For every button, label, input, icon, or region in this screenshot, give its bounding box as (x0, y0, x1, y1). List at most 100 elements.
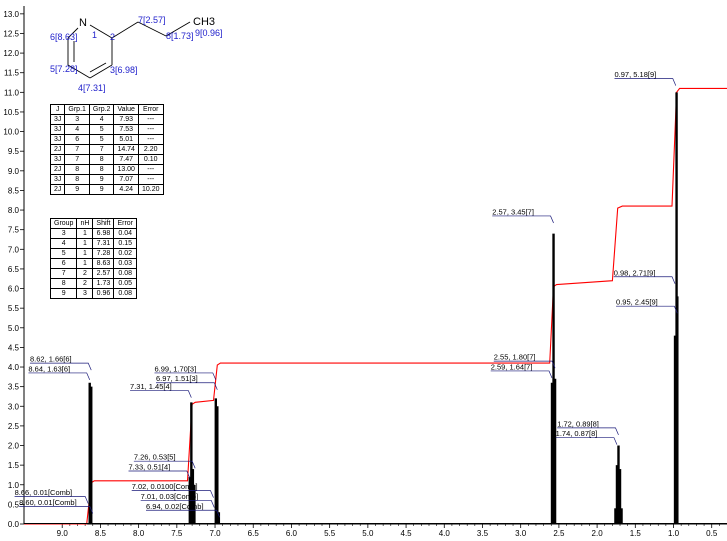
y-tick-label: 0.5 (8, 500, 20, 509)
methyl-group: CH3 (193, 16, 215, 28)
y-tick-label: 6.0 (8, 285, 20, 294)
x-tick-label: 0.5 (706, 529, 718, 538)
table-cell: --- (137, 134, 164, 145)
x-tick-label: 7.0 (209, 529, 221, 538)
table-cell: 3 (64, 114, 90, 125)
group-row: 3 1 6.98 0.04 (49, 228, 137, 239)
group-row: 7 2 2.57 0.08 (49, 268, 137, 279)
y-tick-label: 12.5 (3, 29, 19, 38)
table-cell: 5 (49, 248, 78, 259)
table-cell: 3J (49, 114, 66, 125)
y-tick-label: 3.0 (8, 402, 20, 411)
y-tick-label: 7.5 (8, 226, 20, 235)
peak-label-leader (154, 372, 217, 381)
table-cell: 9 (64, 184, 90, 195)
table-cell: 8 (49, 278, 78, 289)
peak-label-leader (130, 390, 192, 398)
peak-label: 7.01, 0.03[Comb] (141, 492, 199, 501)
coupling-row: 3J 4 5 7.53 --- (49, 124, 164, 135)
peak-label-leader (146, 509, 220, 518)
y-tick-label: 2.0 (8, 442, 20, 451)
group-shifts-table: Group nH Shift Error 3 1 6.98 0.04 4 1 7.31 0.1… (49, 218, 137, 299)
table-cell: 8 (88, 154, 115, 165)
table-cell: 5 (88, 134, 115, 145)
table-cell: 7.53 (113, 124, 139, 135)
peak-label: 8.64, 1.63[6] (28, 364, 70, 373)
coupling-table-body: 3J 3 4 7.93 --- 3J 4 5 7.53 --- 3J 6 5 5.01 --- 2J 7 7 14.… (49, 114, 164, 195)
peak-label: 1.72, 0.89[8] (557, 419, 599, 428)
peak-label: 1.74, 0.87[8] (556, 429, 598, 438)
coupling-row: 2J 7 7 14.74 2.20 (49, 144, 164, 155)
peak-label-leader (613, 276, 676, 284)
y-tick-label: 7.0 (8, 245, 20, 254)
column-header: nH (76, 218, 94, 229)
table-cell: 7.28 (92, 248, 115, 259)
peak-label-leader (555, 437, 618, 445)
peak-label-leader (616, 305, 678, 314)
table-cell: 0.02 (113, 248, 137, 259)
coupling-constants-table: J Grp.1 Grp.2 Value Error 3J 3 4 7.93 --- 3J 4… (49, 104, 164, 195)
peak-label: 6.99, 1.70[3] (154, 364, 196, 373)
table-cell: 6 (49, 258, 78, 269)
peak-labels: 8.62, 1.66[6]8.64, 1.63[6] 8.66, 0.01[Com… (14, 70, 678, 518)
y-tick-label: 5.5 (8, 304, 20, 313)
peak-label: 0.97, 5.18[9] (615, 70, 657, 79)
x-tick-label: 2.5 (553, 529, 565, 538)
column-header: Grp.2 (88, 104, 115, 115)
y-tick-label: 1.5 (8, 461, 20, 470)
y-tick-label: 9.0 (8, 167, 20, 176)
table-cell: 1 (76, 228, 94, 239)
table-cell: 2 (76, 278, 94, 289)
table-cell: 7 (88, 144, 115, 155)
table-header-row: Group nH Shift Error (49, 218, 137, 229)
y-tick-label: 1.0 (8, 481, 20, 490)
table-cell: 9 (88, 184, 115, 195)
y-tick-label: 11.5 (4, 69, 20, 78)
peak-label-leader (128, 470, 191, 479)
table-cell: 7.93 (113, 114, 139, 125)
x-tick-label: 3.0 (515, 529, 527, 538)
peak-label: 7.31, 1.45[4] (130, 382, 172, 391)
x-tick-label: 3.5 (477, 529, 489, 538)
column-header: Error (137, 104, 164, 115)
table-cell: 0.15 (113, 238, 137, 249)
y-tick-label: 4.5 (8, 343, 20, 352)
atom-locant-2: 2 (110, 32, 115, 42)
peak-label: 2.55, 1.80[7] (494, 353, 536, 362)
table-cell: 0.05 (113, 278, 137, 289)
table-cell: 7 (64, 154, 90, 165)
table-cell: 3J (49, 134, 66, 145)
table-cell: --- (137, 164, 164, 175)
peak-label-leader (14, 496, 89, 504)
atom-locant-1: 1 (92, 30, 97, 40)
group-row: 9 3 0.96 0.08 (49, 288, 137, 299)
y-tick-label: 2.5 (8, 422, 20, 431)
column-header: Error (113, 218, 137, 229)
y-tick-label: 6.5 (8, 265, 20, 274)
table-cell: 3 (76, 288, 94, 299)
peak-label: 7.02, 0.0100[Comb] (132, 482, 198, 491)
atom-label-8: 8[1.73] (166, 31, 194, 41)
group-row: 8 2 1.73 0.05 (49, 278, 137, 289)
peak-label-leader (19, 505, 94, 514)
peak-label-leader (493, 360, 556, 369)
table-header-row: J Grp.1 Grp.2 Value Error (49, 104, 164, 115)
table-cell: 2J (49, 144, 66, 155)
y-tick-label: 11.0 (4, 88, 20, 97)
table-cell: 3 (49, 228, 78, 239)
peak-label: 6.97, 1.51[3] (156, 374, 198, 383)
table-cell: 1 (76, 248, 94, 259)
x-tick-label: 2.0 (592, 529, 604, 538)
table-cell: 2 (76, 268, 94, 279)
x-tick-label: 1.0 (668, 529, 680, 538)
y-tick-label: 0.0 (8, 520, 20, 529)
x-tick-label: 5.5 (324, 529, 336, 538)
table-cell: 0.10 (137, 154, 164, 165)
group-row: 6 1 8.63 0.03 (49, 258, 137, 269)
x-tick-label: 5.0 (362, 529, 374, 538)
coupling-row: 2J 9 9 4.24 10.20 (49, 184, 164, 195)
y-tick-label: 10.5 (3, 108, 19, 117)
molecule-structure: N 1 2 6[8.63] 5[7.28] 4[7.31] 3[6.98] 7[… (50, 15, 223, 93)
x-tick-label: 8.5 (95, 529, 107, 538)
table-cell: 2J (49, 164, 66, 175)
